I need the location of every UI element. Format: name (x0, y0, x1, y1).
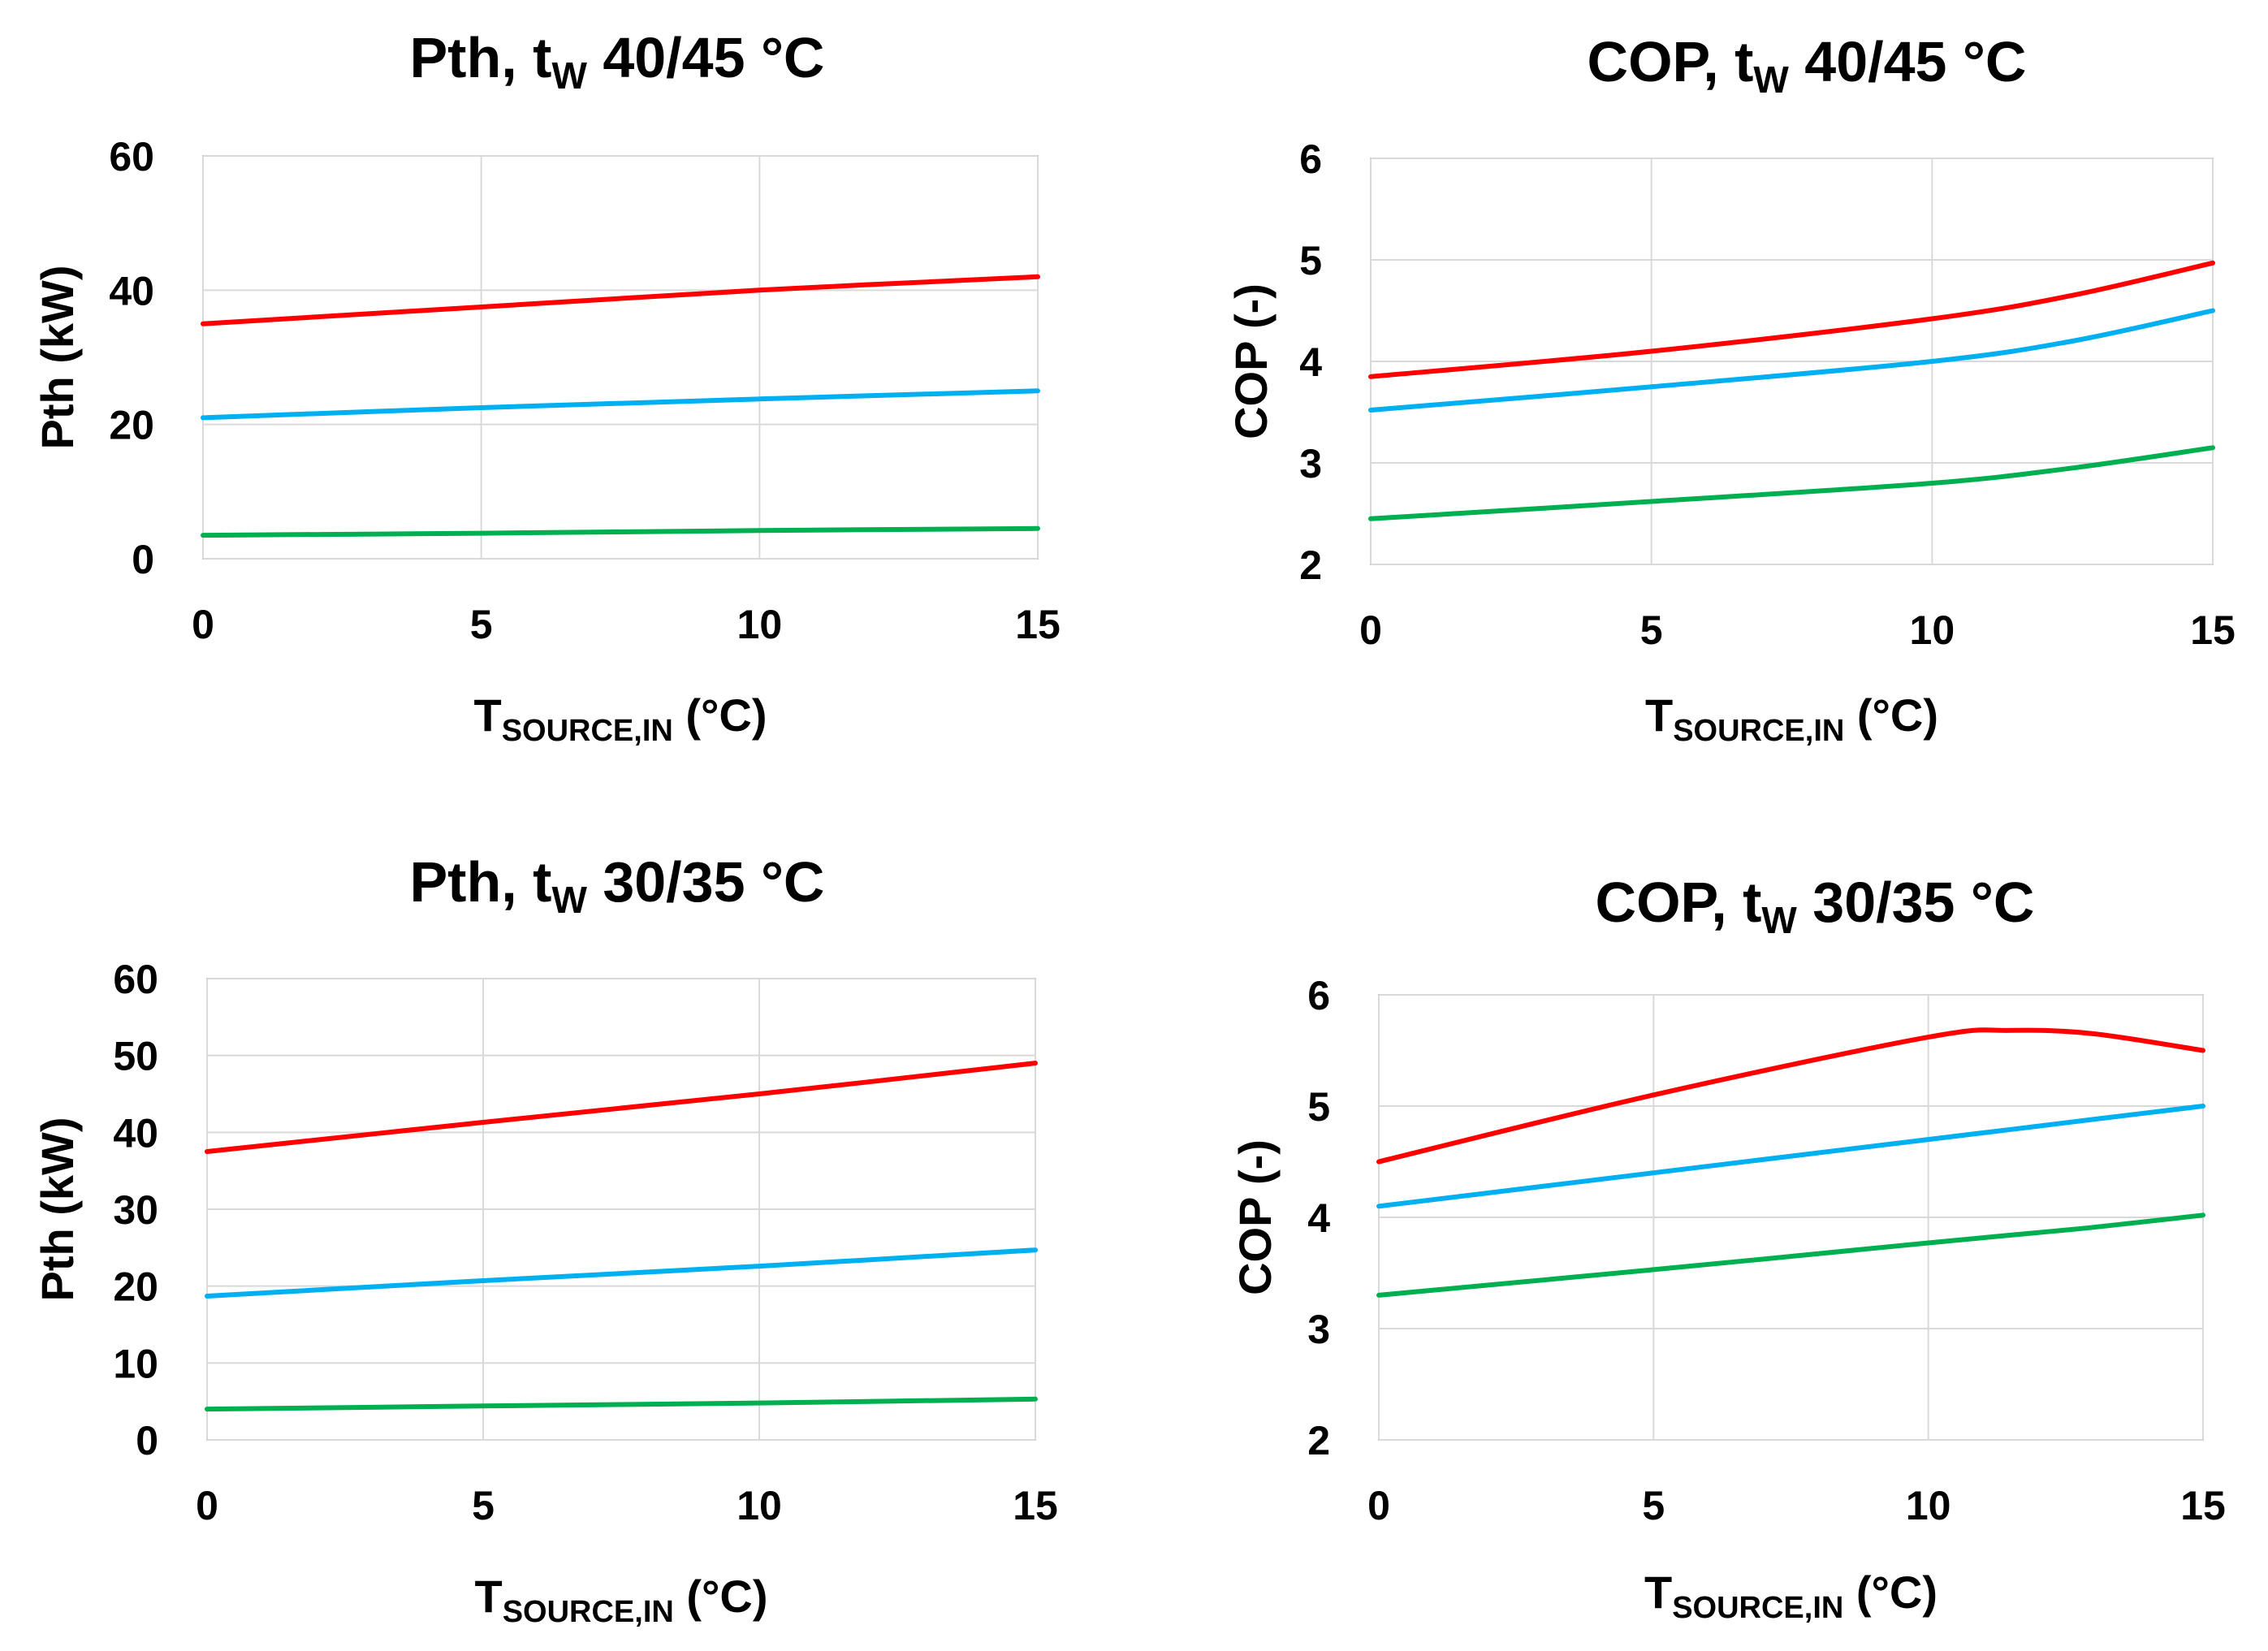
x-axis-label-main: T (474, 1571, 502, 1622)
x-axis-label-tail: (°C) (1843, 1567, 1938, 1618)
x-tick-label: 5 (470, 602, 493, 647)
y-tick-label: 5 (1299, 238, 1322, 283)
x-tick-label: 0 (1359, 607, 1382, 653)
plot-area (202, 155, 1039, 560)
chart-title-main: COP, t (1596, 871, 1762, 934)
series-line-green (205, 1396, 1038, 1412)
y-tick-label: 6 (1307, 973, 1330, 1018)
y-tick-label: 30 (113, 1187, 158, 1233)
x-axis-label-main: T (1644, 1567, 1672, 1618)
y-tick-label: 0 (132, 537, 154, 582)
x-tick-label: 15 (1013, 1483, 1058, 1528)
x-axis-label: TSOURCE,IN (°C) (1645, 689, 1938, 748)
series-line-red (1376, 1027, 2205, 1165)
x-tick-label: 10 (1906, 1483, 1951, 1528)
x-tick-label: 5 (472, 1483, 495, 1528)
series-line-red (1368, 260, 2215, 379)
chart-title: COP, tW 30/35 °C (1596, 871, 2035, 941)
x-axis-label-subscript: SOURCE,IN (502, 714, 673, 748)
chart-title-tail: 40/45 °C (1789, 30, 2027, 93)
y-tick-label: 60 (113, 957, 158, 1002)
x-tick-label: 15 (1015, 602, 1061, 647)
series-line-red (201, 274, 1040, 326)
x-axis-label-tail: (°C) (674, 1571, 768, 1622)
x-axis-label-subscript: SOURCE,IN (503, 1595, 674, 1629)
x-tick-label: 15 (2180, 1483, 2226, 1528)
chart-title-subscript: W (551, 54, 587, 97)
chart-title-subscript: W (551, 879, 587, 921)
y-tick-label: 3 (1307, 1307, 1330, 1352)
chart-title-main: Pth, t (409, 26, 551, 89)
y-tick-label: 4 (1307, 1195, 1330, 1241)
y-axis-label: Pth (kW) (32, 265, 83, 449)
chart-title-tail: 30/35 °C (587, 850, 825, 914)
x-tick-label: 15 (2190, 607, 2236, 653)
series-line-green (1376, 1212, 2205, 1298)
x-tick-label: 0 (196, 1483, 218, 1528)
x-tick-label: 0 (1367, 1483, 1390, 1528)
series-line-blue (1376, 1104, 2205, 1209)
chart-title-main: COP, t (1588, 30, 1754, 93)
chart-title: Pth, tW 40/45 °C (409, 26, 824, 97)
chart-title: Pth, tW 30/35 °C (409, 850, 824, 921)
x-axis-label-tail: (°C) (673, 689, 767, 741)
y-tick-label: 0 (136, 1418, 158, 1463)
y-tick-label: 6 (1299, 136, 1322, 182)
x-axis-label: TSOURCE,IN (°C) (1644, 1567, 1938, 1625)
chart-panel: 2 3 4 5 6 0 5 10 15 COP, tW 30/35 °C TSOURCE,IN (°… (1229, 871, 2226, 1625)
y-tick-label: 60 (109, 134, 154, 179)
x-axis-label: TSOURCE,IN (°C) (474, 1571, 767, 1629)
x-tick-label: 5 (1642, 1483, 1665, 1528)
x-axis-label-main: T (1645, 689, 1673, 741)
y-tick-label: 2 (1299, 542, 1322, 588)
y-tick-label: 10 (113, 1341, 158, 1386)
chart-title-subscript: W (1753, 58, 1789, 101)
chart-panel: 0 20 40 60 0 5 10 15 Pth, tW 40/45 °C TSOURCE,IN … (32, 26, 1061, 748)
y-tick-label: 4 (1299, 339, 1322, 385)
chart-title: COP, tW 40/45 °C (1588, 30, 2027, 101)
y-tick-label: 5 (1307, 1084, 1330, 1130)
y-tick-label: 3 (1299, 441, 1322, 486)
chart-title-tail: 40/45 °C (587, 26, 825, 89)
x-tick-label: 10 (1910, 607, 1955, 653)
series-line-blue (201, 388, 1040, 421)
y-tick-label: 40 (109, 268, 154, 313)
chart-panel: 2 3 4 5 6 0 5 10 15 COP, tW 40/45 °C TSOURCE,IN (°… (1225, 30, 2236, 748)
x-axis-label-subscript: SOURCE,IN (1672, 1591, 1843, 1625)
x-axis-label-main: T (473, 689, 501, 741)
x-tick-label: 5 (1640, 607, 1663, 653)
y-axis-label: COP (-) (1229, 1139, 1281, 1295)
series-line-blue (205, 1247, 1038, 1299)
y-tick-label: 20 (113, 1264, 158, 1310)
series-line-blue (1368, 308, 2215, 413)
x-tick-label: 10 (737, 602, 783, 647)
x-axis-label: TSOURCE,IN (°C) (473, 689, 767, 748)
x-tick-label: 10 (737, 1483, 782, 1528)
series-line-red (205, 1061, 1038, 1154)
y-tick-label: 2 (1307, 1418, 1330, 1463)
y-axis-label: COP (-) (1225, 283, 1277, 439)
chart-title-subscript: W (1761, 899, 1797, 941)
x-tick-label: 0 (192, 602, 214, 647)
x-axis-label-subscript: SOURCE,IN (1673, 714, 1844, 748)
series-line-green (1368, 445, 2215, 521)
series-line-green (201, 525, 1040, 538)
y-tick-label: 20 (109, 403, 154, 448)
y-tick-label: 50 (113, 1034, 158, 1079)
y-axis-label: Pth (kW) (32, 1117, 83, 1301)
y-tick-label: 40 (113, 1110, 158, 1156)
chart-panel: 0 10 20 30 40 50 60 0 5 10 15 Pth, tW 30/35 °C TSOUR… (32, 850, 1058, 1629)
chart-title-tail: 30/35 °C (1797, 871, 2035, 934)
x-axis-label-tail: (°C) (1844, 689, 1938, 741)
chart-title-main: Pth, t (409, 850, 551, 914)
